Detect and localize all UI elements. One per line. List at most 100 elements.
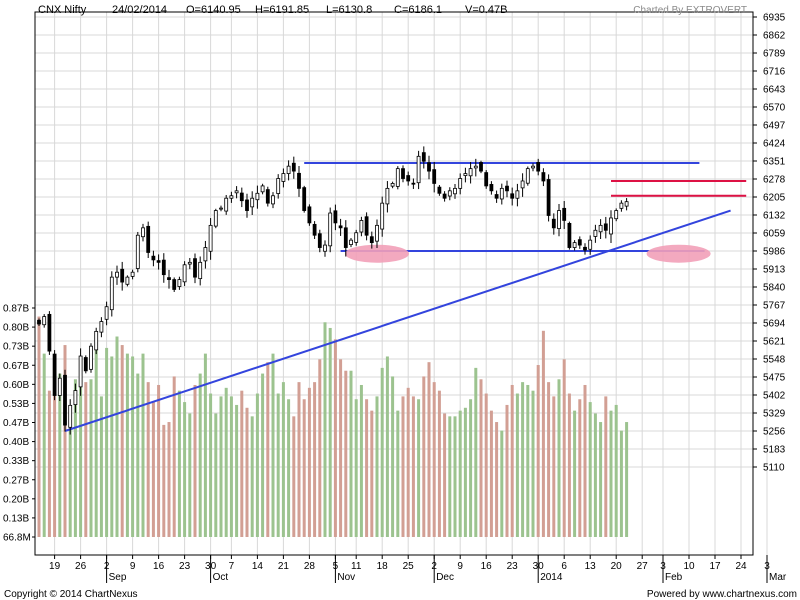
candle-body <box>588 239 593 250</box>
volume-bar <box>552 396 556 537</box>
candle-body <box>567 222 572 248</box>
price-tick-label: 6059 <box>763 229 786 240</box>
month-label: Dec <box>436 572 454 583</box>
day-tick-label: 26 <box>75 561 87 572</box>
price-tick-label: 6278 <box>763 175 786 186</box>
volume-bar <box>151 402 155 537</box>
candle-body <box>328 212 333 247</box>
candle-body <box>603 223 608 231</box>
month-label: Feb <box>665 572 683 583</box>
candle-body <box>99 321 104 333</box>
candle-body <box>312 223 317 236</box>
candle-body <box>458 178 463 189</box>
candle-body <box>245 199 249 211</box>
volume-bar <box>141 353 145 537</box>
volume-bar <box>339 359 343 537</box>
month-label: Mar <box>769 572 787 583</box>
volume-bar <box>229 396 233 537</box>
volume-bar <box>105 347 109 537</box>
branding-label: Charted By EXTROVERT <box>633 5 747 16</box>
candle-body <box>271 195 275 205</box>
price-tick-label: 5402 <box>763 391 786 402</box>
candle-body <box>68 404 73 428</box>
volume-bar <box>120 345 124 537</box>
candle-body <box>619 202 624 209</box>
month-label: Sep <box>109 572 127 583</box>
candle-body <box>250 197 255 208</box>
candle-body <box>510 193 515 199</box>
volume-bar <box>604 396 608 537</box>
volume-bar <box>375 396 379 537</box>
candle-body <box>83 357 88 372</box>
volume-bar <box>203 353 207 537</box>
symbol-label: CNX Nifty <box>38 4 87 16</box>
candle-body <box>338 225 343 229</box>
candle-body <box>177 279 182 287</box>
candle-body <box>52 353 57 396</box>
day-tick-label: 10 <box>683 561 695 572</box>
volume-bar <box>79 367 83 537</box>
volume-bar <box>401 396 405 537</box>
volume-tick-label: 66.8M <box>3 533 31 544</box>
candle-body <box>42 316 47 326</box>
candle-body <box>323 244 327 252</box>
volume-bar <box>307 387 311 537</box>
volume-tick-label: 0.67B <box>3 361 29 372</box>
candle-body <box>551 218 556 229</box>
volume-bar <box>359 384 363 537</box>
volume-bar <box>110 356 114 537</box>
price-tick-label: 5183 <box>763 445 786 456</box>
volume-bar <box>567 393 571 537</box>
candle-layer <box>37 146 629 435</box>
candle-body <box>572 242 577 248</box>
candle-body <box>562 207 567 221</box>
candle-body <box>416 155 421 184</box>
candle-body <box>89 345 93 370</box>
copyright-label: Copyright © 2014 ChartNexus <box>4 589 138 600</box>
volume-bar <box>411 396 415 537</box>
volume-bar <box>131 356 135 537</box>
volume-label: V=0.47B <box>465 4 508 16</box>
volume-bar <box>448 416 452 537</box>
volume-bar <box>58 373 62 537</box>
candle-body <box>536 162 541 172</box>
volume-bar <box>235 404 239 537</box>
candle-body <box>515 190 520 199</box>
volume-bar <box>63 345 67 537</box>
candle-body <box>479 162 483 172</box>
candle-body <box>432 169 437 184</box>
candle-body <box>593 229 598 237</box>
volume-bar <box>396 410 400 537</box>
candle-body <box>265 189 270 204</box>
volume-bar <box>541 330 545 537</box>
candle-body <box>354 232 359 243</box>
day-tick-label: 20 <box>611 561 623 572</box>
volume-bar <box>578 399 582 537</box>
price-tick-label: 5548 <box>763 355 786 366</box>
candle-body <box>473 165 478 169</box>
volume-bar <box>266 362 270 537</box>
candle-body <box>57 377 62 396</box>
volume-bar <box>531 390 535 537</box>
volume-bar <box>287 399 291 537</box>
candle-body <box>281 173 286 182</box>
candle-body <box>525 168 530 184</box>
candle-body <box>453 187 457 195</box>
candle-body <box>302 187 307 211</box>
volume-bar <box>68 427 72 537</box>
volume-bar <box>344 370 348 537</box>
volume-bar <box>323 322 327 537</box>
candle-body <box>213 210 218 227</box>
candle-body <box>276 178 281 194</box>
candle-body <box>385 187 390 205</box>
candle-body <box>499 187 504 200</box>
candle-body <box>390 183 395 187</box>
volume-bar <box>261 373 265 537</box>
price-tick-label: 6205 <box>763 193 786 204</box>
price-tick-label: 5694 <box>763 319 786 330</box>
volume-bar <box>427 362 431 537</box>
candle-body <box>63 374 67 426</box>
candle-body <box>187 261 192 265</box>
price-tick-label: 6935 <box>763 13 786 24</box>
